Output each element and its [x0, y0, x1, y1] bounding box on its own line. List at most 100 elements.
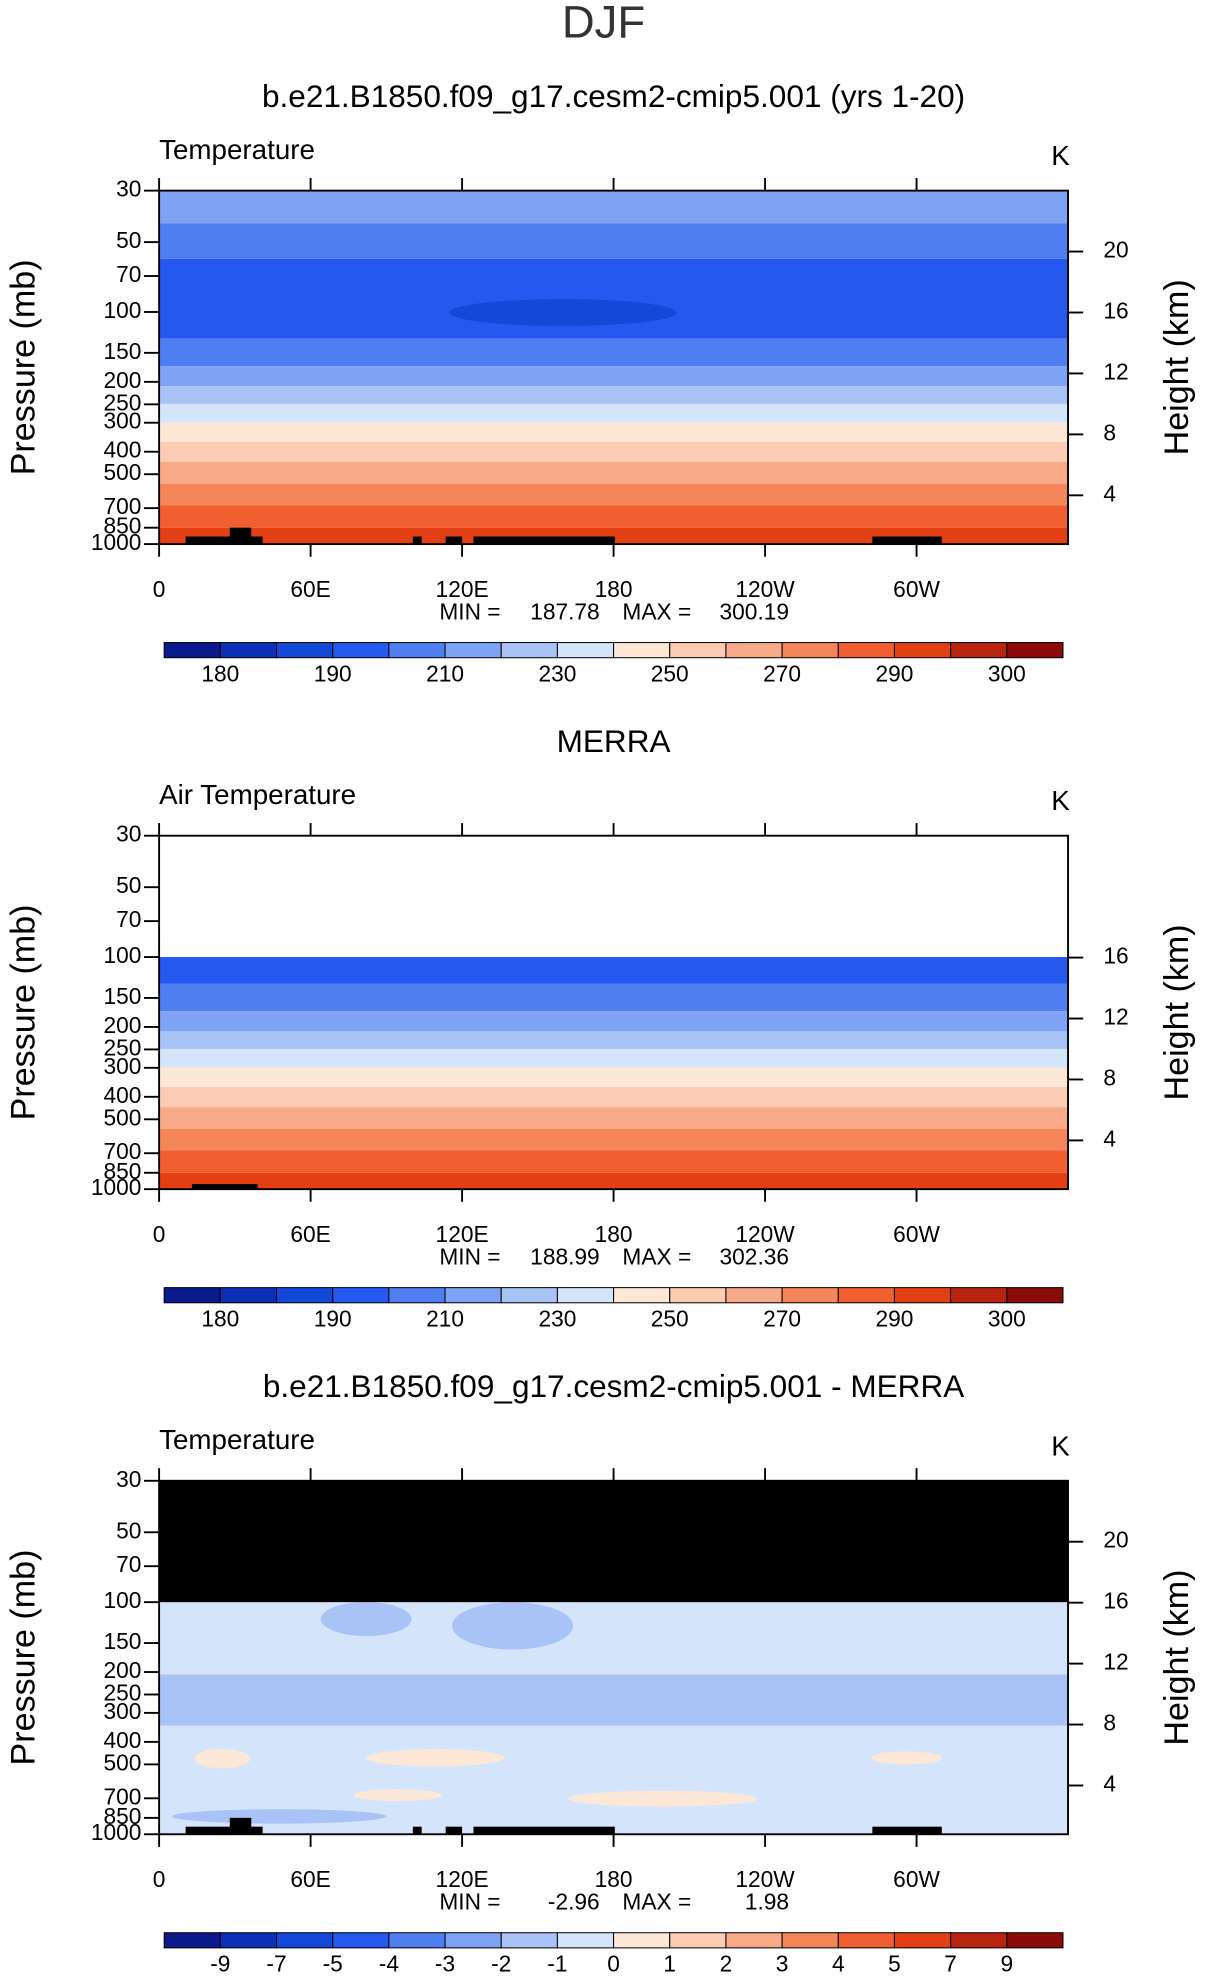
max-label: MAX =	[622, 1889, 691, 1915]
x-tick-label: 180	[595, 1221, 633, 1247]
colorbar-swatch	[444, 1287, 502, 1304]
min-label: MIN =	[439, 599, 500, 625]
y-tick-label: 250	[104, 1680, 142, 1706]
colorbar-swatch	[276, 1932, 334, 1949]
units: K	[1051, 140, 1070, 171]
y-tick-label: 1000	[91, 1819, 142, 1845]
colorbar-swatch	[444, 1932, 502, 1949]
y-tick-label: 300	[104, 408, 142, 434]
colorbar-label: 180	[201, 1305, 239, 1331]
x-tick-label: 60W	[893, 1866, 940, 1892]
max-label: MAX =	[622, 1244, 691, 1270]
colorbar-swatch	[219, 1932, 278, 1949]
colorbar-swatch	[163, 642, 221, 659]
y-tick-label: 300	[104, 1053, 142, 1079]
contour-band	[159, 527, 1069, 545]
contour-patch	[568, 1790, 758, 1807]
contour-band	[159, 1087, 1069, 1108]
topography	[445, 1826, 463, 1835]
y-axis-label: Pressure (mb)	[4, 1550, 42, 1766]
colorbar-swatch	[388, 1932, 446, 1949]
contour-band	[159, 957, 1069, 984]
x-tick-label: 180	[595, 576, 633, 602]
x-tick-label: 60E	[290, 1866, 330, 1892]
colorbar-swatch	[669, 1287, 727, 1304]
y-tick-label: 850	[104, 1158, 142, 1184]
contour-band	[159, 462, 1069, 484]
y-axis-label: Pressure (mb)	[4, 904, 42, 1120]
colorbar-swatch	[388, 642, 446, 659]
x-tick-label: 60E	[290, 1221, 330, 1247]
y2-axis-label: Height (km)	[1158, 924, 1196, 1100]
y2-axis-label: Height (km)	[1158, 1569, 1196, 1745]
x-tick-label: 0	[153, 1221, 166, 1247]
colorbar-swatch	[556, 1287, 615, 1304]
x-tick-label: 120E	[436, 1221, 489, 1247]
colorbar-label: 2	[720, 1951, 733, 1977]
colorbar-swatch	[950, 1287, 1008, 1304]
y2-tick-label: 16	[1103, 298, 1128, 324]
y-tick-label: 300	[104, 1698, 142, 1724]
contour-band	[159, 1172, 1069, 1190]
x-tick-label: 120E	[436, 576, 489, 602]
colorbar-swatch	[332, 1287, 390, 1304]
x-tick-label: 120E	[436, 1866, 489, 1892]
colorbar-label: 270	[763, 660, 801, 686]
plot-frame	[158, 834, 1069, 1191]
colorbar-swatch	[725, 1287, 783, 1304]
colorbar-label: 0	[607, 1951, 620, 1977]
y2-tick-label: 12	[1103, 1004, 1128, 1030]
topography	[412, 1826, 422, 1835]
units: K	[1051, 1430, 1070, 1461]
colorbar-swatch	[725, 642, 783, 659]
colorbar-swatch	[781, 642, 839, 659]
y2-axis-label: Height (km)	[1158, 279, 1196, 455]
contour-band	[159, 1150, 1069, 1173]
max-value: 1.98	[745, 1889, 789, 1915]
y-tick-label: 500	[104, 459, 142, 485]
y-tick-label: 150	[104, 983, 142, 1009]
y-tick-label: 100	[104, 942, 142, 968]
colorbar-label: 290	[876, 1305, 914, 1331]
colorbar-swatch	[781, 1932, 839, 1949]
subtitle: Temperature	[159, 134, 315, 165]
colorbar-label: -7	[266, 1951, 286, 1977]
topography	[185, 536, 263, 545]
contour-band	[159, 190, 1069, 224]
y-tick-label: 30	[116, 821, 141, 847]
y-tick-label: 200	[104, 1657, 142, 1683]
colorbar-swatch	[781, 1287, 839, 1304]
y-axis-label: Pressure (mb)	[4, 259, 42, 475]
y2-tick-label: 12	[1103, 358, 1128, 384]
y-tick-label: 50	[116, 227, 141, 253]
colorbar-swatch	[950, 1932, 1008, 1949]
topography	[185, 1826, 263, 1835]
y-tick-label: 250	[104, 1034, 142, 1060]
y2-tick-label: 20	[1103, 1527, 1128, 1553]
max-label: MAX =	[622, 599, 691, 625]
contour-band	[159, 1107, 1069, 1129]
colorbar-swatch	[500, 642, 558, 659]
x-tick-label: 0	[153, 1866, 166, 1892]
y-tick-label: 400	[104, 437, 142, 463]
subtitle: Air Temperature	[159, 779, 356, 810]
y2-tick-label: 20	[1103, 237, 1128, 263]
colorbar-label: -1	[547, 1951, 567, 1977]
y-tick-label: 150	[104, 1628, 142, 1654]
colorbar-swatch	[837, 1287, 895, 1304]
y-tick-label: 500	[104, 1104, 142, 1130]
y-tick-label: 400	[104, 1082, 142, 1108]
colorbar-label: 3	[776, 1951, 789, 1977]
y-tick-label: 700	[104, 493, 142, 519]
chart-title: MERRA	[557, 723, 671, 759]
colorbar-label: 250	[651, 1305, 689, 1331]
colorbar-label: 300	[988, 660, 1026, 686]
y2-tick-label: 12	[1103, 1649, 1128, 1675]
colorbar-label: 4	[832, 1951, 845, 1977]
colorbar-swatch	[332, 1932, 390, 1949]
colorbar-swatch	[219, 1287, 278, 1304]
topography	[872, 536, 942, 545]
topography	[229, 527, 252, 545]
colorbar-swatch	[163, 1932, 221, 1949]
x-tick-label: 120W	[735, 1221, 795, 1247]
